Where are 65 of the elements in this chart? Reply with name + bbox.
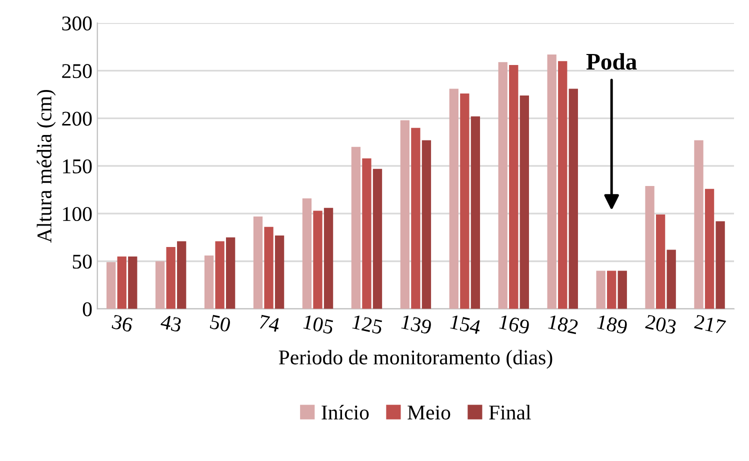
bar: [274, 236, 284, 309]
bar: [302, 198, 312, 309]
bar: [204, 256, 214, 309]
x-tick-label: 50: [210, 314, 232, 332]
bar: [704, 188, 714, 309]
legend-label: Final: [489, 404, 531, 420]
bar: [166, 246, 176, 309]
bar: [645, 186, 654, 309]
bar: [618, 270, 627, 309]
x-tick-label: 139: [401, 314, 432, 334]
bar: [362, 158, 372, 309]
bar: [596, 270, 606, 309]
y-tick-label: 0: [82, 302, 92, 316]
x-tick-label: 182: [548, 314, 579, 334]
y-tick-label: 100: [63, 206, 92, 222]
bar: [411, 128, 420, 309]
bar: [155, 261, 165, 309]
y-axis-title: Altura média (cm): [36, 90, 56, 243]
bar: [716, 221, 725, 309]
y-tick-label: 300: [62, 16, 92, 30]
bar: [694, 140, 704, 309]
x-tick-label: 74: [258, 314, 280, 332]
x-tick-label: 217: [694, 314, 726, 334]
y-tick-label: 250: [62, 64, 92, 78]
bar: [656, 214, 666, 309]
x-tick-label: 154: [450, 314, 482, 334]
bar: [449, 88, 458, 309]
bar: [509, 64, 518, 309]
legend-label: Início: [322, 404, 369, 420]
x-tick-label: 189: [597, 314, 628, 334]
bar: [666, 250, 676, 309]
x-tick-label: 43: [160, 314, 182, 332]
bar: [422, 140, 432, 309]
bar: [324, 208, 334, 309]
bar: [215, 241, 224, 309]
bar: [400, 120, 410, 309]
bar: [498, 62, 508, 309]
bar: [568, 88, 578, 309]
bar: [128, 256, 138, 309]
bar: [226, 237, 236, 309]
bar: [106, 262, 116, 309]
bar: [470, 116, 480, 309]
bar: [313, 210, 322, 309]
x-axis-title: Periodo de monitoramento (dias): [278, 350, 552, 369]
bar: [372, 168, 382, 309]
x-tick-label: 125: [352, 314, 384, 334]
bar: [177, 241, 186, 309]
bar: [460, 94, 470, 309]
bar: [607, 270, 616, 309]
bar: [117, 256, 126, 309]
bar: [264, 226, 274, 309]
bar: [253, 216, 263, 309]
x-tick-label: 105: [303, 314, 334, 334]
bar: [351, 146, 361, 309]
y-tick-label: 200: [62, 112, 92, 126]
bar: [520, 95, 529, 309]
x-tick-label: 169: [499, 314, 530, 334]
x-tick-label: 36: [112, 314, 134, 332]
y-tick-label: 50: [72, 254, 92, 269]
bar: [547, 54, 556, 309]
bar: [558, 61, 568, 309]
x-tick-label: 203: [645, 314, 677, 334]
annotation: Poda: [586, 53, 637, 70]
y-tick-label: 150: [63, 159, 92, 174]
legend-label: Meio: [408, 406, 450, 420]
